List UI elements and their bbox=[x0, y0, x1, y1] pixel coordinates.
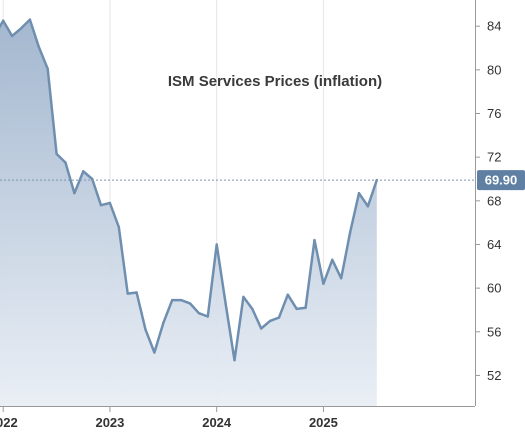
y-tick-label-56: 56 bbox=[487, 324, 501, 339]
data-point-2023-10 bbox=[188, 302, 192, 305]
data-point-2024-03 bbox=[233, 359, 236, 362]
data-point-2023-05 bbox=[144, 328, 147, 331]
data-point-2025-04 bbox=[348, 231, 352, 234]
y-tick-label-80: 80 bbox=[487, 62, 501, 77]
data-point-2023-08 bbox=[171, 298, 174, 302]
data-point-2023-07 bbox=[162, 321, 165, 325]
data-point-2024-11 bbox=[304, 306, 307, 309]
data-point-2024-09 bbox=[286, 293, 289, 296]
last-value-label: 69.90 bbox=[477, 170, 525, 191]
data-point-2022-07 bbox=[55, 152, 58, 156]
data-point-2024-06 bbox=[260, 327, 263, 330]
data-point-2022-06 bbox=[46, 67, 49, 71]
x-tick-label-2024: 2024 bbox=[202, 415, 232, 430]
data-point-2022-10 bbox=[82, 170, 85, 173]
data-point-2022-04 bbox=[28, 18, 32, 21]
data-point-2022-08 bbox=[64, 161, 67, 164]
data-point-2023-06 bbox=[153, 351, 156, 354]
data-point-2023-11 bbox=[197, 312, 201, 315]
data-point-2025-06 bbox=[366, 205, 370, 208]
data-point-2024-05 bbox=[251, 307, 254, 311]
series-line bbox=[0, 18, 379, 362]
data-point-2024-02 bbox=[224, 302, 227, 305]
data-point-2022-01 bbox=[2, 19, 5, 22]
x-tick-label-2022: 2022 bbox=[0, 415, 18, 430]
data-points bbox=[2, 18, 378, 362]
data-point-2025-03 bbox=[340, 277, 343, 280]
last-value-label-text: 69.90 bbox=[485, 173, 518, 188]
data-point-2024-07 bbox=[268, 319, 272, 323]
data-point-2023-09 bbox=[179, 298, 183, 302]
x-tick-label-2025: 2025 bbox=[309, 415, 338, 430]
data-point-2024-10 bbox=[295, 307, 298, 311]
data-point-2024-12 bbox=[313, 238, 316, 242]
data-point-2025-02 bbox=[331, 258, 334, 261]
chart-title: ISM Services Prices (inflation) bbox=[168, 73, 382, 90]
y-tick-label-68: 68 bbox=[487, 193, 501, 208]
y-tick-label-64: 64 bbox=[487, 237, 501, 252]
data-point-2022-12 bbox=[99, 204, 103, 207]
data-point-2024-01 bbox=[215, 243, 218, 246]
data-point-2024-04 bbox=[242, 295, 245, 299]
x-tick-label-2023: 2023 bbox=[95, 415, 124, 430]
y-axis-ticks: 84 80 76 72 68 64 60 56 52 bbox=[475, 19, 501, 383]
x-axis-ticks: 2022 2023 2024 2025 bbox=[0, 406, 338, 430]
data-point-2024-08 bbox=[277, 316, 281, 319]
y-tick-label-52: 52 bbox=[487, 368, 501, 383]
data-point-2022-03 bbox=[19, 27, 23, 30]
data-point-2022-09 bbox=[73, 192, 76, 195]
data-point-2023-12 bbox=[206, 315, 209, 318]
data-point-2023-03 bbox=[126, 292, 129, 295]
data-point-2023-04 bbox=[135, 291, 138, 294]
y-tick-label-72: 72 bbox=[487, 150, 501, 165]
data-point-2022-05 bbox=[37, 45, 40, 49]
data-point-2025-01 bbox=[322, 282, 325, 285]
data-point-2023-01 bbox=[108, 201, 112, 205]
y-tick-label-84: 84 bbox=[487, 19, 501, 34]
y-tick-label-76: 76 bbox=[487, 106, 501, 121]
y-tick-label-60: 60 bbox=[487, 281, 501, 296]
data-point-2025-05 bbox=[357, 192, 361, 195]
data-point-2023-02 bbox=[117, 225, 121, 229]
data-point-2022-02 bbox=[10, 34, 14, 38]
last-value-label-bg bbox=[477, 170, 525, 191]
